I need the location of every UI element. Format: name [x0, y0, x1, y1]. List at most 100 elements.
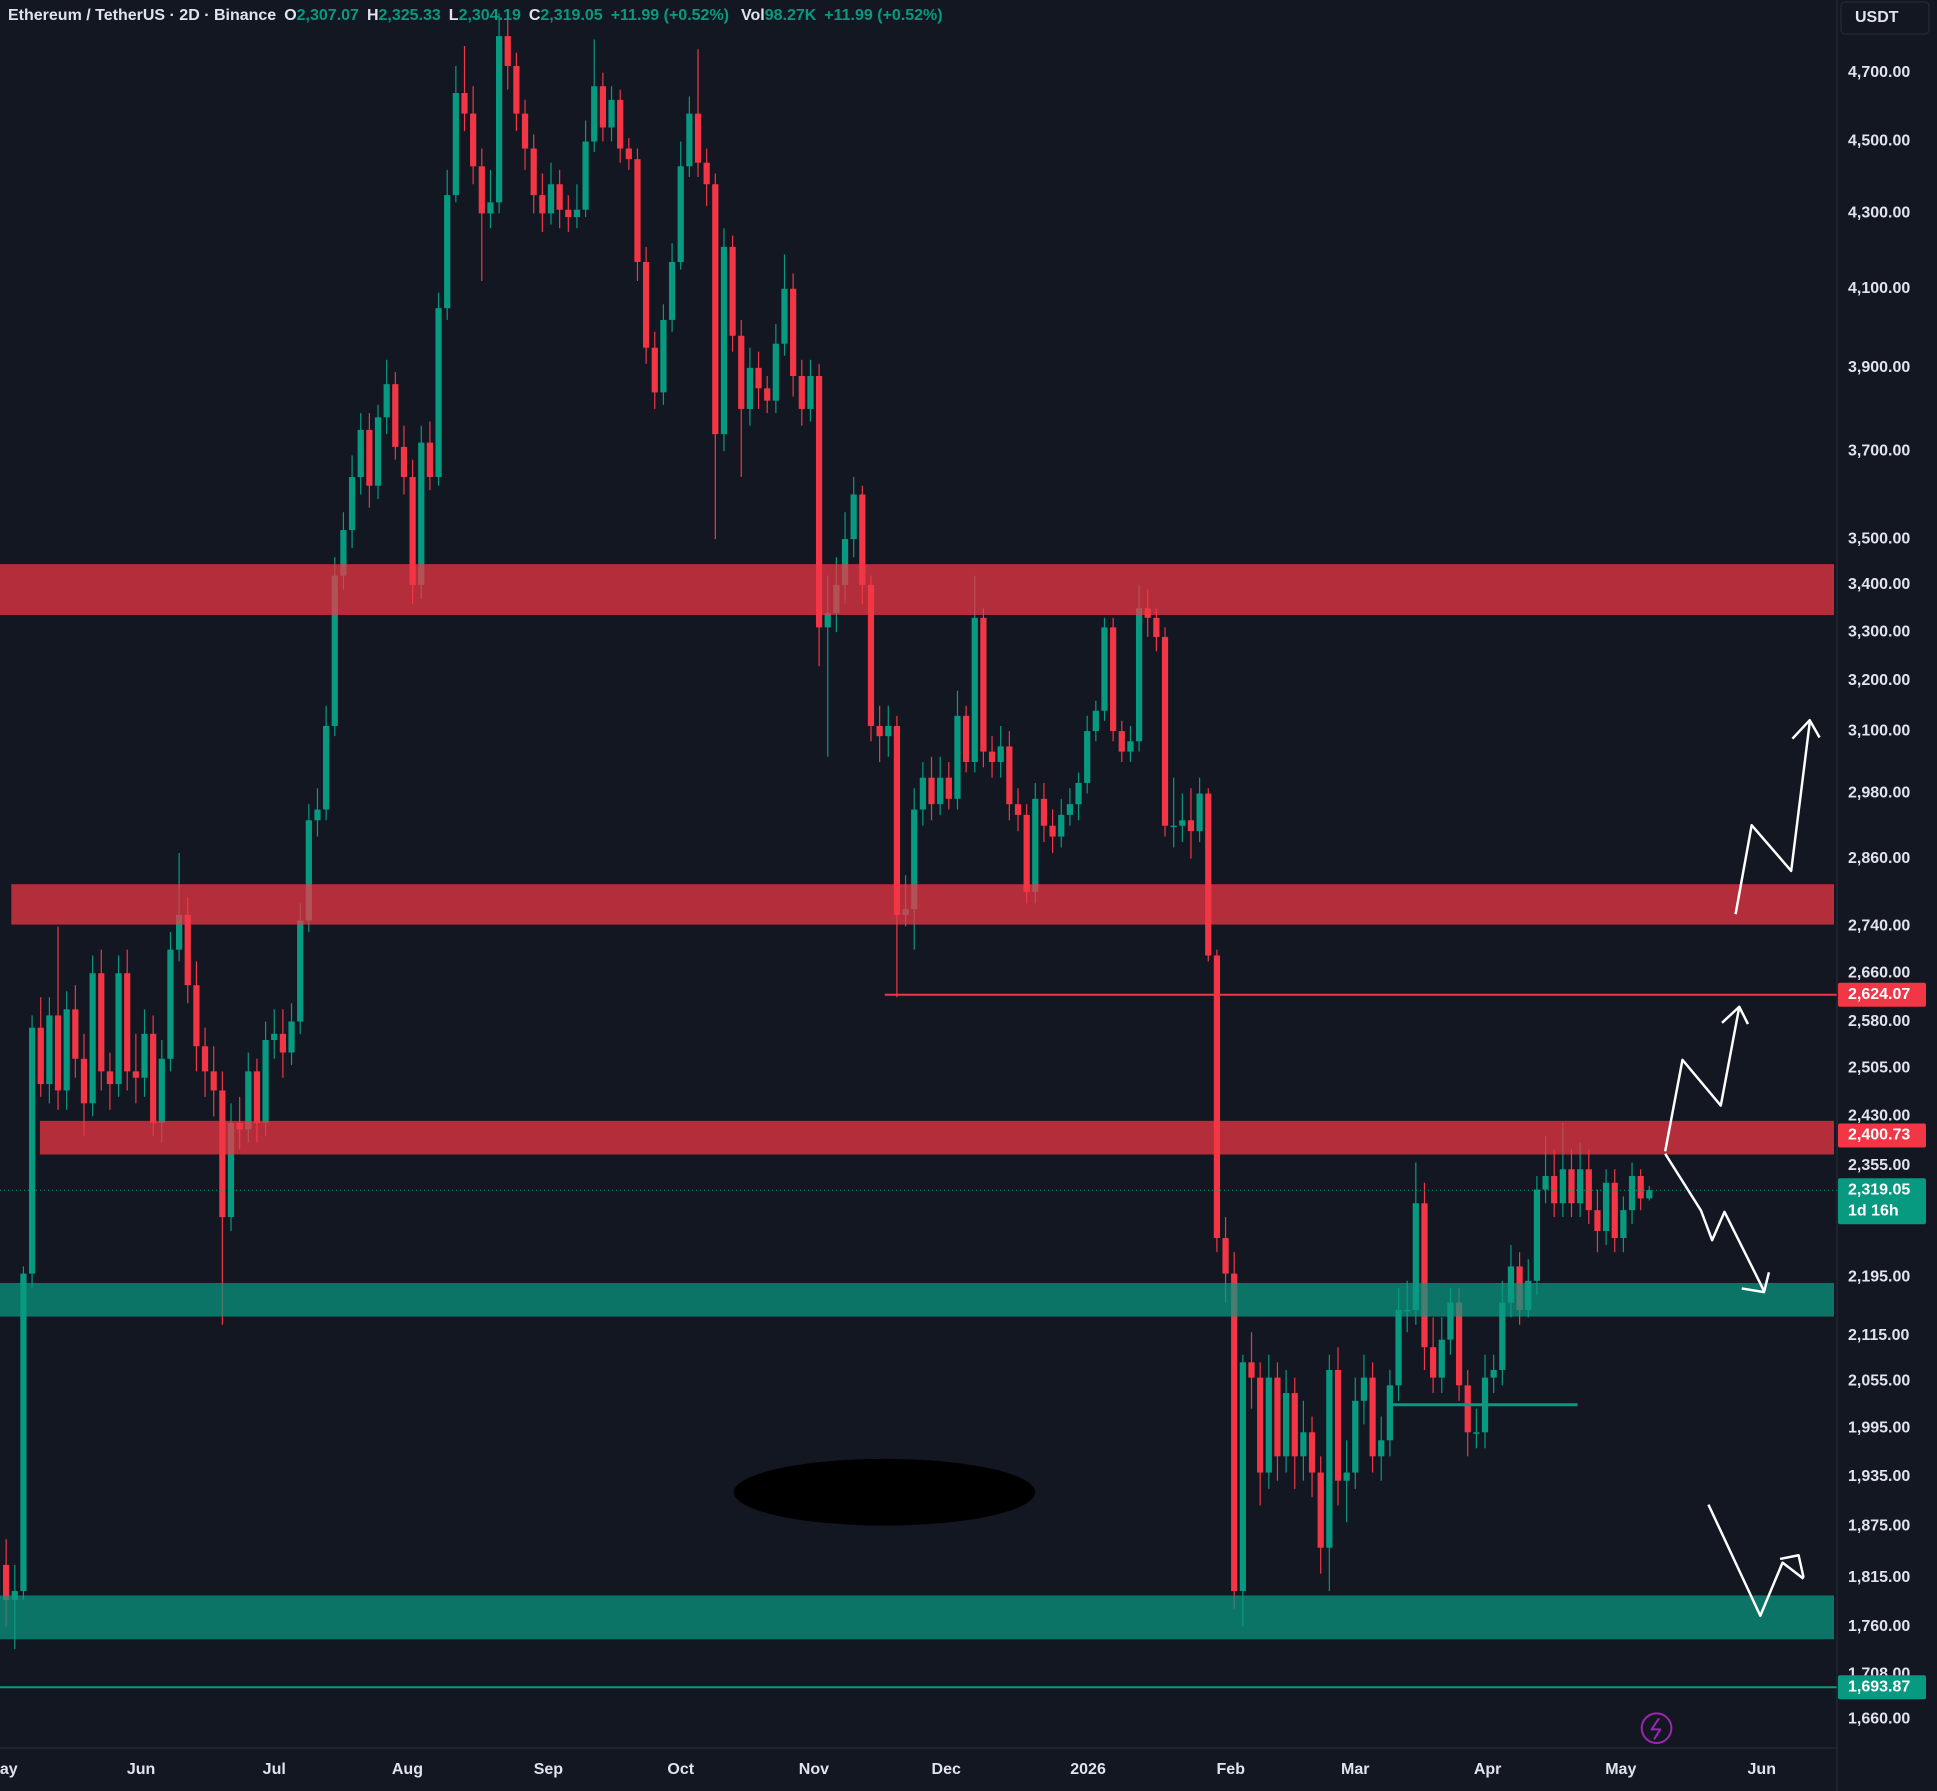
arrow-up: [1663, 1006, 1741, 1152]
price-tag-label: 2,624.07: [1848, 986, 1910, 1003]
candle-body: [1032, 798, 1039, 893]
candle-body: [694, 113, 702, 163]
candle-body: [132, 1071, 139, 1078]
vol-value: 98.27K: [765, 7, 817, 24]
y-tick-label: 2,430.00: [1848, 1108, 1910, 1125]
candle-body: [374, 417, 382, 486]
candle-body: [357, 429, 364, 478]
candle-body: [911, 809, 918, 910]
candle-body: [400, 446, 408, 478]
candle-body: [945, 777, 952, 799]
price-tag: [1838, 1123, 1926, 1148]
candle-body: [1187, 820, 1195, 832]
candle-body: [755, 367, 762, 389]
candle-body: [1611, 1182, 1618, 1239]
candle-body: [1231, 1273, 1238, 1592]
zone: [11, 884, 1835, 925]
candle-body: [340, 530, 347, 576]
x-tick-label: Aug: [392, 1761, 423, 1778]
candle-body: [1161, 636, 1169, 826]
candle-body: [331, 575, 338, 726]
candle-body: [150, 1033, 157, 1123]
candle-body: [513, 65, 520, 114]
y-tick-label: 2,505.00: [1848, 1059, 1910, 1076]
candle-body: [98, 973, 105, 1072]
y-tick-label: 1,815.00: [1848, 1569, 1910, 1586]
y-tick-label: 3,100.00: [1848, 722, 1910, 739]
candle-body: [608, 99, 615, 128]
candle-body: [1308, 1432, 1316, 1473]
candle-body: [1628, 1175, 1636, 1211]
candle-body: [565, 209, 572, 218]
candle-body: [1084, 731, 1091, 783]
candle-body: [175, 914, 183, 950]
candle-body: [279, 1033, 287, 1053]
candle-body: [1135, 608, 1143, 742]
x-tick-label: Nov: [799, 1761, 829, 1778]
candle-body: [1360, 1377, 1368, 1401]
price-tag-label: 1,693.87: [1848, 1678, 1910, 1695]
change: +11.99 (+0.52%): [611, 7, 729, 24]
candle-body: [937, 777, 944, 805]
candle-body: [962, 715, 970, 762]
candle-body: [1023, 814, 1030, 893]
candle-body: [167, 949, 174, 1059]
candle-body: [1352, 1400, 1359, 1473]
price-tag-label: 2,400.73: [1848, 1127, 1910, 1144]
vol-change: +11.99 (+0.52%): [824, 7, 942, 24]
candle-body: [720, 246, 728, 435]
candle-body: [348, 477, 356, 531]
candle-body: [530, 148, 537, 196]
candle-body: [746, 367, 754, 409]
candle-body: [807, 376, 814, 409]
candle-body: [1006, 746, 1013, 805]
candle-body: [1386, 1385, 1393, 1441]
candle-body: [1291, 1393, 1298, 1457]
candle-body: [1490, 1369, 1497, 1378]
candle-body: [227, 1122, 235, 1218]
currency-label: USDT: [1855, 9, 1899, 26]
candle-body: [1447, 1302, 1454, 1340]
candle-body: [124, 973, 131, 1072]
header: Ethereum / TetherUS · 2D · Binance O2,307…: [8, 7, 943, 24]
candle-body: [1568, 1169, 1575, 1204]
symbol: Ethereum / TetherUS · 2D · Binance: [8, 7, 276, 24]
ohlc-label: C: [529, 7, 541, 24]
candle-body: [1602, 1182, 1610, 1232]
candle-body: [1014, 804, 1022, 815]
y-tick-label: 2,740.00: [1848, 918, 1910, 935]
candle-body: [1533, 1189, 1541, 1281]
candle-body: [521, 113, 529, 149]
candle-body: [1438, 1339, 1445, 1378]
ohlc-value: 2,325.33: [379, 7, 441, 24]
ohlc-value: 2,307.07: [297, 7, 359, 24]
y-tick-label: 1,935.00: [1848, 1468, 1910, 1485]
x-tick-label: Apr: [1474, 1761, 1502, 1778]
candle-body: [1499, 1302, 1506, 1370]
candle-body: [703, 162, 710, 185]
candle-body: [46, 1015, 53, 1085]
candle-body: [971, 617, 978, 762]
x-tick-label: Feb: [1217, 1761, 1246, 1778]
currency-button[interactable]: [1840, 1, 1930, 35]
candle-body: [824, 613, 831, 628]
candle-body: [288, 1021, 295, 1053]
candle-body: [504, 36, 511, 66]
alert-icon[interactable]: [1640, 1712, 1673, 1744]
candle-body: [859, 494, 866, 585]
candle-body: [1075, 782, 1082, 805]
candle-body: [712, 184, 719, 435]
x-tick-label: Oct: [667, 1761, 694, 1778]
candle-body: [1110, 627, 1117, 732]
arrow-bounce: [1707, 1504, 1805, 1618]
candle-body: [815, 376, 823, 628]
arrow-head: [1791, 718, 1821, 740]
axes: 4,700.00 4,500.00 4,300.00 4,100.00 3,900.00…: [0, 64, 1926, 1778]
candle-body: [1343, 1472, 1350, 1481]
candle-body: [271, 1033, 278, 1041]
zone: [0, 1282, 1834, 1317]
candle-body: [1551, 1175, 1558, 1204]
candle-body: [677, 166, 684, 262]
candle-body: [634, 159, 641, 262]
candle-body: [435, 308, 442, 478]
